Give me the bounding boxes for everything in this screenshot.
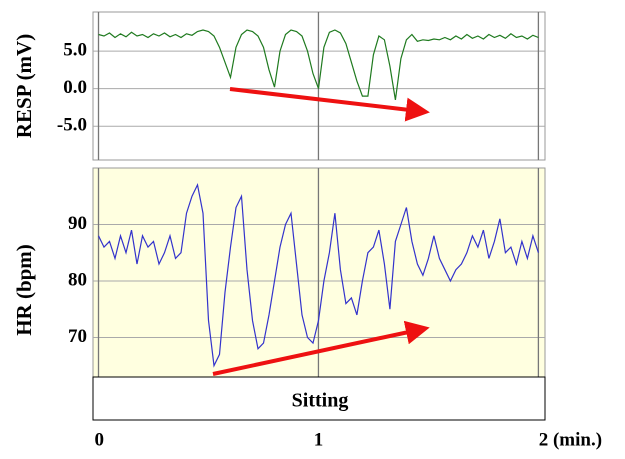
trend-arrow [212, 320, 430, 376]
x-tick-label: 1 [314, 429, 324, 450]
data-line [97, 183, 539, 368]
y-tick-label: -5.0 [57, 115, 87, 136]
x-tick-label: 0 [94, 429, 104, 450]
y-tick-label: 80 [68, 269, 87, 290]
y-tick-label: 90 [68, 213, 87, 234]
y-tick-label: 5.0 [63, 39, 87, 60]
y-axis-title: RESP (mV) [12, 34, 36, 138]
y-tick-label: 70 [68, 326, 87, 347]
x-tick-label: 2 (min.) [539, 429, 602, 450]
annotation-box [92, 376, 546, 421]
data-line [98, 29, 539, 100]
y-axis-title: HR (bpm) [12, 244, 36, 336]
annotation: Sitting [292, 390, 349, 412]
y-tick-label: 0.0 [63, 77, 87, 98]
trend-arrow [229, 87, 430, 122]
